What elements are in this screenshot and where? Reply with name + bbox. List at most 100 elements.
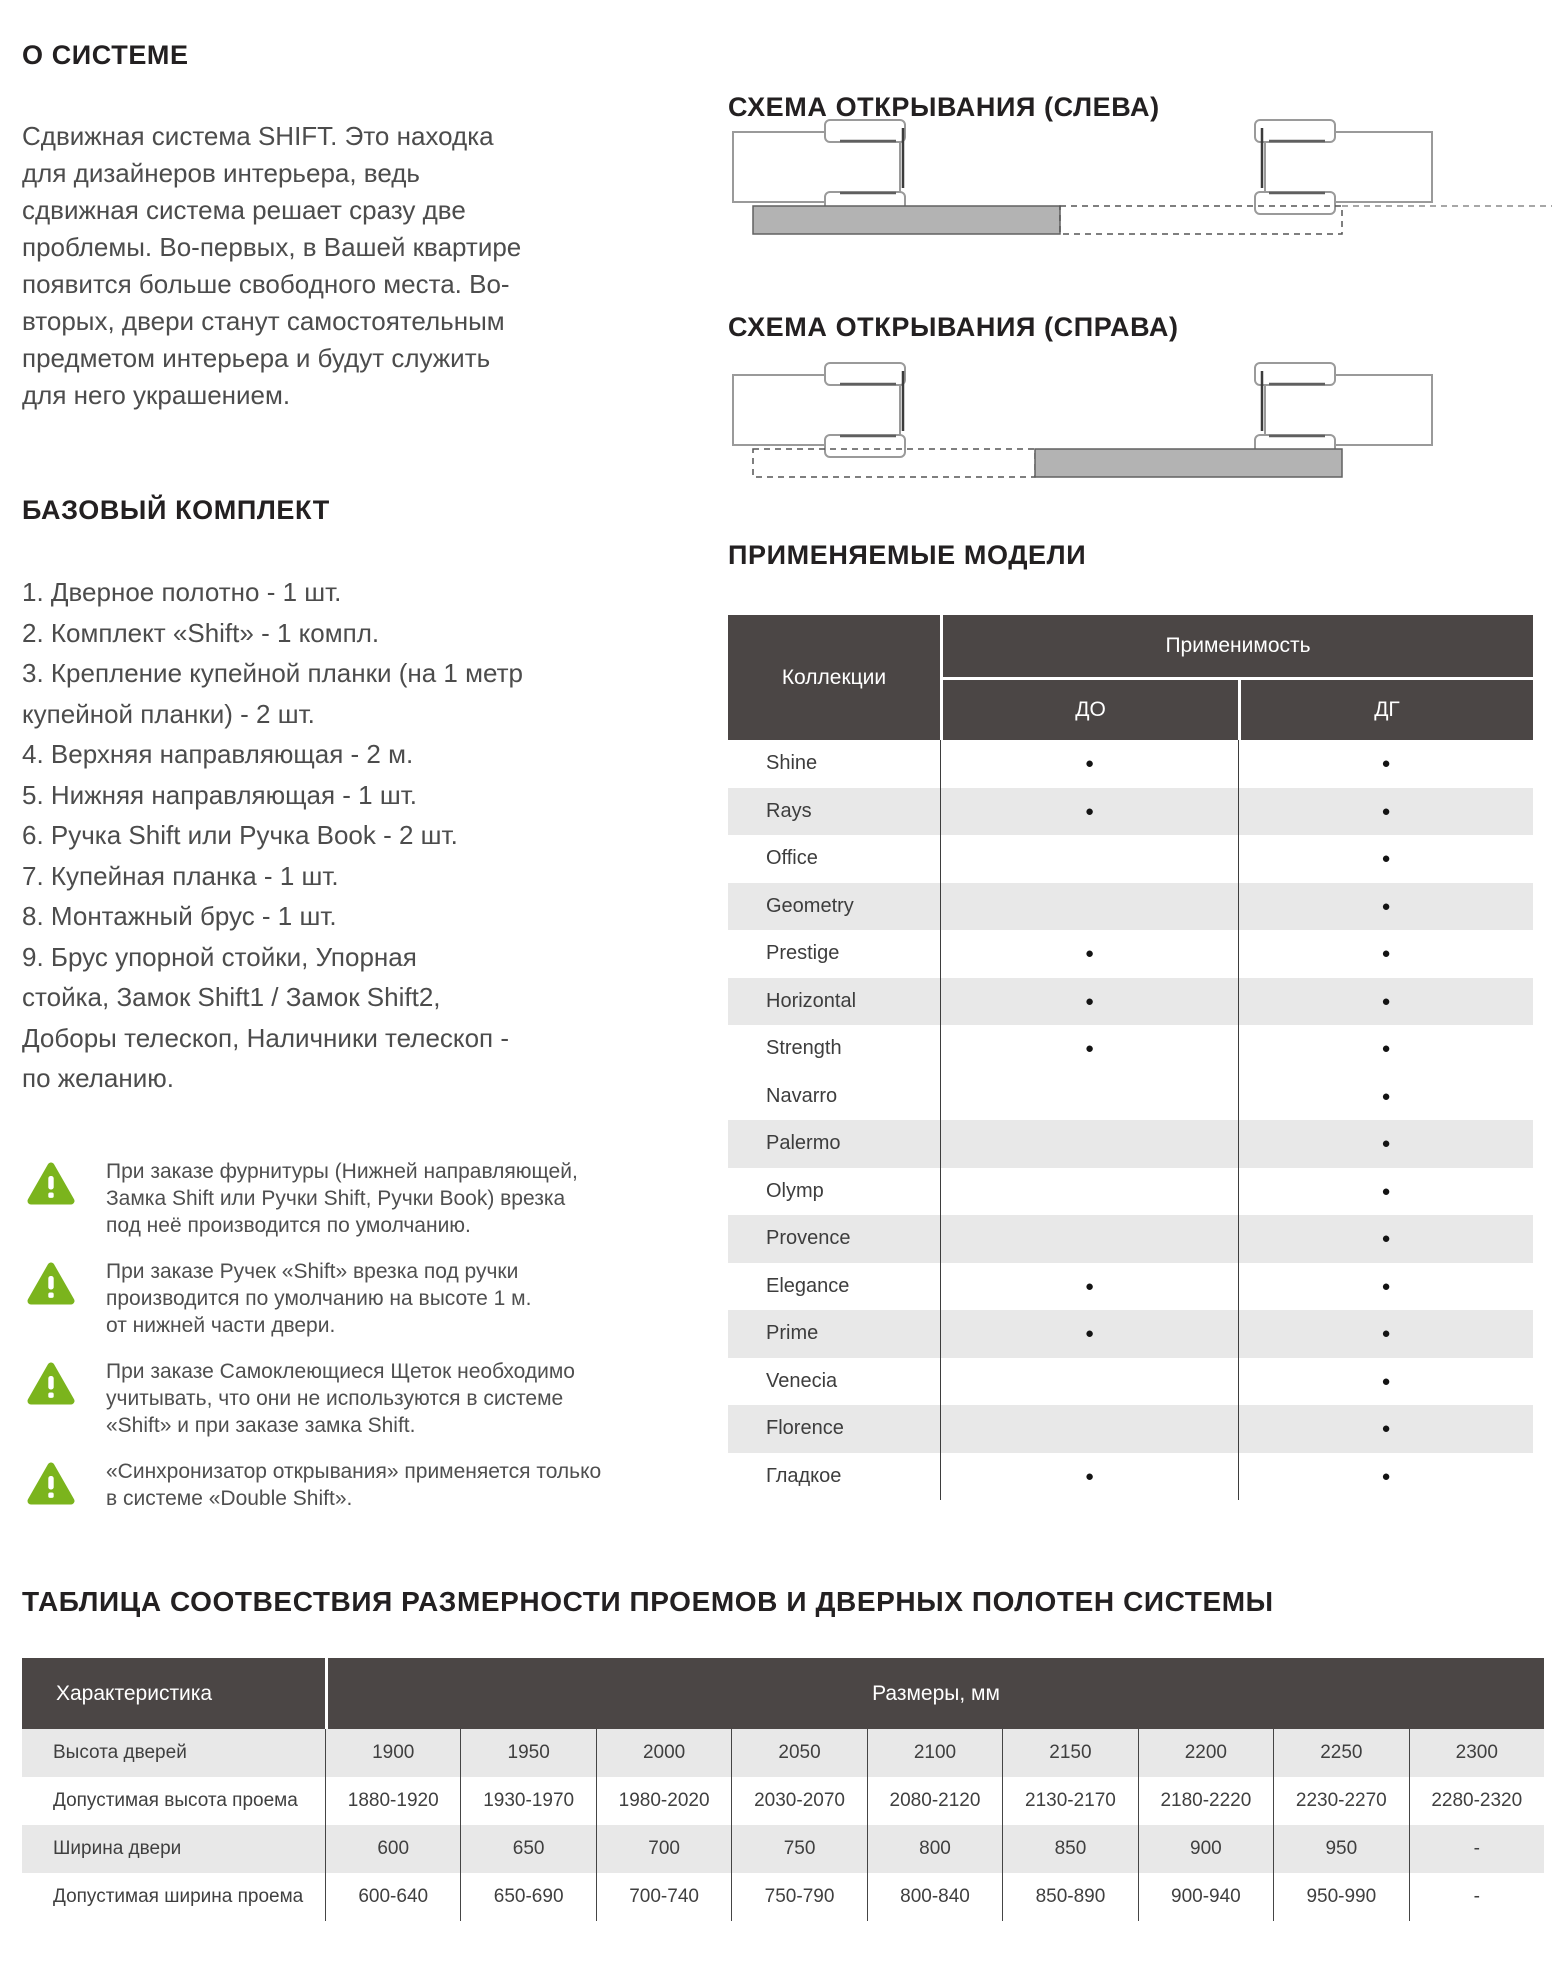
base-kit-title: БАЗОВЫЙ КОМПЛЕКТ xyxy=(22,495,330,525)
warning-text: «Синхронизатор открывания» применяется т… xyxy=(106,1460,602,1510)
table-row: Допустимая высота проема 1880-1920 1930-… xyxy=(22,1777,1544,1825)
models-table-body: Shine ● ● Rays ● ● Office ● Geometry ● P… xyxy=(728,740,1533,1500)
do-cell: ● xyxy=(940,1262,1238,1310)
collection-name: Olymp xyxy=(766,1179,824,1202)
door-jamb xyxy=(824,362,906,386)
collection-name: Office xyxy=(766,847,818,870)
size-cell: 2230-2270 xyxy=(1273,1777,1408,1825)
door-jamb xyxy=(1254,119,1336,143)
size-table-body: Высота дверей 1900 1950 2000 2050 2100 2… xyxy=(22,1729,1544,1921)
size-cell: 2180-2220 xyxy=(1137,1777,1273,1825)
size-cell: 750 xyxy=(731,1825,866,1873)
size-cell: 2300 xyxy=(1408,1729,1544,1777)
do-cell xyxy=(940,1357,1238,1405)
do-cell xyxy=(940,1167,1238,1215)
warning-triangle-icon xyxy=(27,1462,75,1505)
do-cell xyxy=(940,1215,1238,1263)
warnings-block: При заказе фурнитуры (Нижней направляюще… xyxy=(22,1158,682,1531)
dg-cell: ● xyxy=(1238,1215,1533,1263)
do-cell: ● xyxy=(940,1310,1238,1358)
dg-cell: ● xyxy=(1238,1452,1533,1500)
collection-name: Prestige xyxy=(766,942,840,965)
door-panel xyxy=(1034,448,1343,478)
size-cell: 800 xyxy=(866,1825,1002,1873)
column-header-sizes: Размеры, мм xyxy=(328,1658,1544,1729)
row-label: Допустимая высота проема xyxy=(53,1790,298,1811)
collection-name: Geometry xyxy=(766,894,854,917)
size-cell: 900-940 xyxy=(1137,1873,1273,1921)
opening-scheme-right-title: СХЕМА ОТКРЫВАНИЯ (СПРАВА) xyxy=(728,312,1179,342)
collection-name: Гладкое xyxy=(766,1464,842,1487)
dg-cell: ● xyxy=(1238,740,1533,788)
size-cell: 650 xyxy=(460,1825,595,1873)
size-cell: 700-740 xyxy=(595,1873,731,1921)
list-item: 2. Комплект «Shift» - 1 компл. xyxy=(22,617,380,648)
door-jamb xyxy=(1254,362,1336,386)
collection-name: Strength xyxy=(766,1037,842,1060)
table-row: Elegance ● ● xyxy=(728,1262,1533,1310)
dg-cell: ● xyxy=(1238,977,1533,1025)
warning-item: При заказе фурнитуры (Нижней направляюще… xyxy=(22,1158,682,1239)
table-row: Office ● xyxy=(728,835,1533,883)
collection-name: Elegance xyxy=(766,1274,850,1297)
warning-item: «Синхронизатор открывания» применяется т… xyxy=(22,1458,682,1512)
warning-triangle-icon xyxy=(27,1362,75,1405)
table-row: Geometry ● xyxy=(728,882,1533,930)
size-cell: 2030-2070 xyxy=(731,1777,866,1825)
do-cell: ● xyxy=(940,977,1238,1025)
warning-text: При заказе Самоклеющиеся Щеток необходим… xyxy=(106,1360,575,1437)
warning-text: При заказе фурнитуры (Нижней направляюще… xyxy=(106,1160,578,1237)
door-jamb xyxy=(1254,191,1336,215)
collection-name: Prime xyxy=(766,1322,819,1345)
table-row: Olymp ● xyxy=(728,1167,1533,1215)
table-row: Гладкое ● ● xyxy=(728,1452,1533,1500)
column-header-do: ДО xyxy=(943,680,1238,740)
column-header-collections: Коллекции xyxy=(728,615,940,740)
list-item: 1. Дверное полотно - 1 шт. xyxy=(22,577,342,607)
table-row: Shine ● ● xyxy=(728,740,1533,788)
do-cell xyxy=(940,835,1238,883)
about-paragraph: Сдвижная система SHIFT. Это находка для … xyxy=(22,121,522,410)
table-row: Допустимая ширина проема 600-640 650-690… xyxy=(22,1873,1544,1921)
collection-name: Provence xyxy=(766,1227,851,1250)
applied-models-table: Коллекции Применимость ДО ДГ Shine ● ● R… xyxy=(728,615,1533,1500)
do-cell: ● xyxy=(940,930,1238,978)
dg-cell: ● xyxy=(1238,1025,1533,1073)
size-table-title: ТАБЛИЦА СООТВЕСТВИЯ РАЗМЕРНОСТИ ПРОЕМОВ … xyxy=(22,1586,1274,1617)
base-kit-list: 1. Дверное полотно - 1 шт. 2. Комплект «… xyxy=(22,572,682,1099)
table-row: Prestige ● ● xyxy=(728,930,1533,978)
table-row: Strength ● ● xyxy=(728,1025,1533,1073)
size-cell: 1930-1970 xyxy=(460,1777,595,1825)
warning-triangle-icon xyxy=(27,1262,75,1305)
collection-name: Horizontal xyxy=(766,989,857,1012)
size-table: Характеристика Размеры, мм Высота дверей… xyxy=(22,1658,1544,1921)
size-cell: 600 xyxy=(325,1825,460,1873)
size-cell: 1900 xyxy=(325,1729,460,1777)
models-table-header: Коллекции Применимость ДО ДГ xyxy=(728,615,1533,740)
do-cell: ● xyxy=(940,1452,1238,1500)
dg-cell: ● xyxy=(1238,835,1533,883)
size-cell: 2080-2120 xyxy=(866,1777,1002,1825)
dg-cell: ● xyxy=(1238,1262,1533,1310)
opening-scheme-left-diagram xyxy=(732,119,1552,235)
dg-cell: ● xyxy=(1238,1167,1533,1215)
size-cell: 2000 xyxy=(595,1729,731,1777)
wall-section-left xyxy=(732,119,906,215)
warning-triangle-icon xyxy=(27,1162,75,1205)
list-item: 3. Крепление купейной планки (на 1 метр … xyxy=(22,658,523,729)
size-table-header: Характеристика Размеры, мм xyxy=(22,1658,1544,1729)
size-cell: 2150 xyxy=(1002,1729,1137,1777)
do-cell: ● xyxy=(940,1025,1238,1073)
about-section-title: О СИСТЕМЕ xyxy=(22,40,189,70)
size-cell: 2200 xyxy=(1137,1729,1273,1777)
table-row: Provence ● xyxy=(728,1215,1533,1263)
size-cell: 2130-2170 xyxy=(1002,1777,1137,1825)
size-cell: 850 xyxy=(1002,1825,1137,1873)
size-cell: 1980-2020 xyxy=(595,1777,731,1825)
size-cell: 950 xyxy=(1273,1825,1408,1873)
size-cell: - xyxy=(1408,1873,1544,1921)
warning-item: При заказе Самоклеющиеся Щеток необходим… xyxy=(22,1358,682,1439)
size-cell: 650-690 xyxy=(460,1873,595,1921)
size-cell: - xyxy=(1408,1825,1544,1873)
opening-scheme-left-title: СХЕМА ОТКРЫВАНИЯ (СЛЕВА) xyxy=(728,92,1160,122)
